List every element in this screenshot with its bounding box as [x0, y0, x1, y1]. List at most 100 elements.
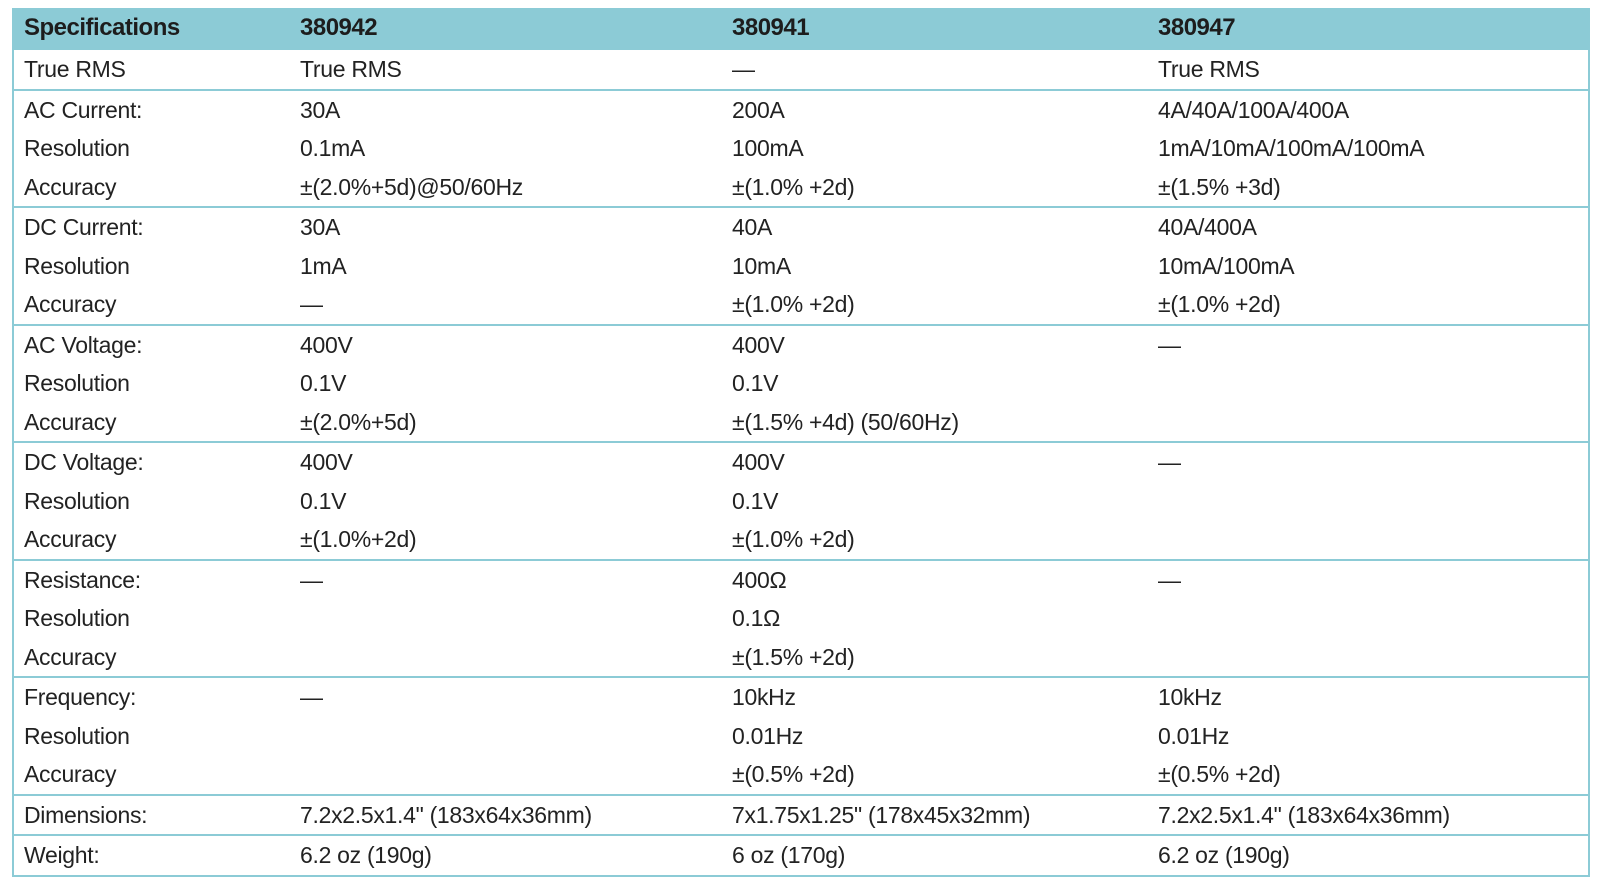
header-cell: 380942 [300, 14, 378, 41]
table-cell: 6.2 oz (190g) [300, 842, 432, 868]
row-label: Accuracy [24, 761, 117, 787]
row-group: AC Current: 30A 200A 4A/40A/100A/400A Resolu… [14, 88, 1588, 207]
table-cell: 0.1V [300, 487, 347, 514]
table-cell: 0.1V [732, 370, 779, 396]
table-cell: 30A [300, 214, 341, 240]
table-cell: 0.1mA [300, 135, 365, 161]
row-group: True RMS True RMS — True RMS [14, 48, 1588, 89]
table-cell: 0.1V [732, 487, 779, 514]
table-row: DC Voltage: 400V 400V — [14, 443, 1588, 482]
table-cell: 400V [300, 331, 353, 358]
table-row: Resolution 0.1V 0.1V [14, 482, 1588, 521]
table-cell: ±(1.0% +2d) [732, 526, 855, 552]
table-row: Resolution 0.1mA 100mA 1mA/10mA/100mA/100mA [14, 129, 1588, 168]
table-cell: 6.2 oz (190g) [1158, 842, 1290, 868]
table-cell: ±(1.5% +2d) [732, 643, 855, 670]
table-row: Dimensions: 7.2x2.5x1.4" (183x64x36mm) 7x1… [14, 796, 1588, 835]
table-cell: ±(1.0% +2d) [732, 173, 855, 200]
row-label: Resistance: [24, 566, 141, 593]
table-cell: 7.2x2.5x1.4" (183x64x36mm) [1158, 801, 1450, 828]
table-cell: 40A [732, 214, 773, 240]
row-label: AC Current: [24, 96, 143, 123]
table-cell: ±(1.5% +3d) [1158, 173, 1281, 200]
row-label: Resolution [24, 722, 130, 749]
table-cell: — [1158, 449, 1181, 475]
table-cell: True RMS [1158, 56, 1260, 82]
row-label: True RMS [24, 56, 126, 82]
table-row: Accuracy — ±(1.0% +2d) ±(1.0% +2d) [14, 285, 1588, 324]
table-cell: 0.01Hz [1158, 722, 1230, 749]
table-row: Accuracy ±(2.0%+5d) ±(1.5% +4d) (50/60Hz) [14, 403, 1588, 442]
row-group: Frequency: — 10kHz 10kHz Resolution 0.01Hz 0.0… [14, 676, 1588, 794]
table-cell: 200A [732, 96, 785, 123]
table-row: DC Current: 30A 40A 40A/400A [14, 208, 1588, 247]
table-cell: 100mA [732, 135, 804, 161]
table-row: Resistance: — 400Ω — [14, 561, 1588, 600]
table-row: Resolution 1mA 10mA 10mA/100mA [14, 247, 1588, 286]
header-cell: Specifications [24, 14, 180, 41]
table-cell: 0.1Ω [732, 605, 780, 631]
row-label: Resolution [24, 605, 130, 631]
row-group: Resistance: — 400Ω — Resolution 0.1Ω Accuracy ±… [14, 558, 1588, 677]
table-row: Resolution 0.01Hz 0.01Hz [14, 717, 1588, 756]
table-cell: 40A/400A [1158, 214, 1257, 240]
table-cell: 4A/40A/100A/400A [1158, 96, 1349, 123]
table-cell: ±(1.0% +2d) [1158, 291, 1281, 317]
row-label: Resolution [24, 252, 130, 279]
table-row: True RMS True RMS — True RMS [14, 50, 1588, 89]
table-cell: 6 oz (170g) [732, 842, 846, 868]
table-cell: 7.2x2.5x1.4" (183x64x36mm) [300, 801, 592, 828]
row-label: AC Voltage: [24, 331, 143, 358]
row-group: Weight: 6.2 oz (190g) 6 oz (170g) 6.2 oz (1… [14, 834, 1588, 875]
row-label: Dimensions: [24, 801, 148, 828]
table-cell: ±(1.0% +2d) [732, 291, 855, 317]
table-row: AC Current: 30A 200A 4A/40A/100A/400A [14, 91, 1588, 130]
table-cell: — [732, 56, 755, 82]
table-row: Frequency: — 10kHz 10kHz [14, 678, 1588, 717]
table-row: Accuracy ±(0.5% +2d) ±(0.5% +2d) [14, 755, 1588, 794]
row-group: DC Current: 30A 40A 40A/400A Resolution 1mA 10… [14, 206, 1588, 324]
spec-table: Specifications 380942 380941 380947 True RM… [12, 8, 1590, 877]
row-label: Accuracy [24, 173, 117, 200]
table-cell: — [300, 684, 323, 710]
table-row: Weight: 6.2 oz (190g) 6 oz (170g) 6.2 oz (1… [14, 836, 1588, 875]
table-cell: ±(0.5% +2d) [732, 761, 855, 787]
table-cell: 30A [300, 96, 341, 123]
table-header: Specifications 380942 380941 380947 [14, 8, 1588, 48]
table-cell: 7x1.75x1.25" (178x45x32mm) [732, 801, 1031, 828]
table-cell: ±(0.5% +2d) [1158, 761, 1281, 787]
row-label: Frequency: [24, 684, 137, 710]
table-cell: — [300, 291, 323, 317]
table-cell: 0.01Hz [732, 722, 804, 749]
row-group: DC Voltage: 400V 400V — Resolution 0.1V 0.1V Ac… [14, 441, 1588, 559]
table-row: AC Voltage: 400V 400V — [14, 326, 1588, 365]
row-label: Resolution [24, 135, 130, 161]
row-label: DC Voltage: [24, 449, 144, 475]
table-cell: — [300, 566, 323, 593]
table-cell: 1mA/10mA/100mA/100mA [1158, 135, 1425, 161]
table-cell: ±(1.5% +4d) (50/60Hz) [732, 408, 959, 435]
header-cell: 380947 [1158, 14, 1236, 41]
table-cell: ±(2.0%+5d) [300, 408, 417, 435]
table-cell: 400V [300, 449, 353, 475]
table-row: Accuracy ±(2.0%+5d)@50/60Hz ±(1.0% +2d) ±(1… [14, 168, 1588, 207]
table-cell: 10kHz [1158, 684, 1222, 710]
row-label: Weight: [24, 842, 100, 868]
row-label: Accuracy [24, 291, 117, 317]
row-label: Resolution [24, 370, 130, 396]
table-cell: 400V [732, 331, 785, 358]
table-cell: ±(2.0%+5d)@50/60Hz [300, 173, 523, 200]
row-label: Accuracy [24, 408, 117, 435]
table-cell: 10kHz [732, 684, 796, 710]
header-cell: 380941 [732, 14, 810, 41]
table-cell: 400Ω [732, 566, 787, 593]
table-cell: ±(1.0%+2d) [300, 526, 417, 552]
table-cell: 400V [732, 449, 785, 475]
row-label: Resolution [24, 487, 130, 514]
table-row: Resolution 0.1Ω [14, 599, 1588, 638]
row-group: AC Voltage: 400V 400V — Resolution 0.1V 0.1V Ac… [14, 323, 1588, 442]
table-cell: 10mA/100mA [1158, 252, 1295, 279]
table-cell: 10mA [732, 252, 791, 279]
table-cell: — [1158, 566, 1181, 593]
